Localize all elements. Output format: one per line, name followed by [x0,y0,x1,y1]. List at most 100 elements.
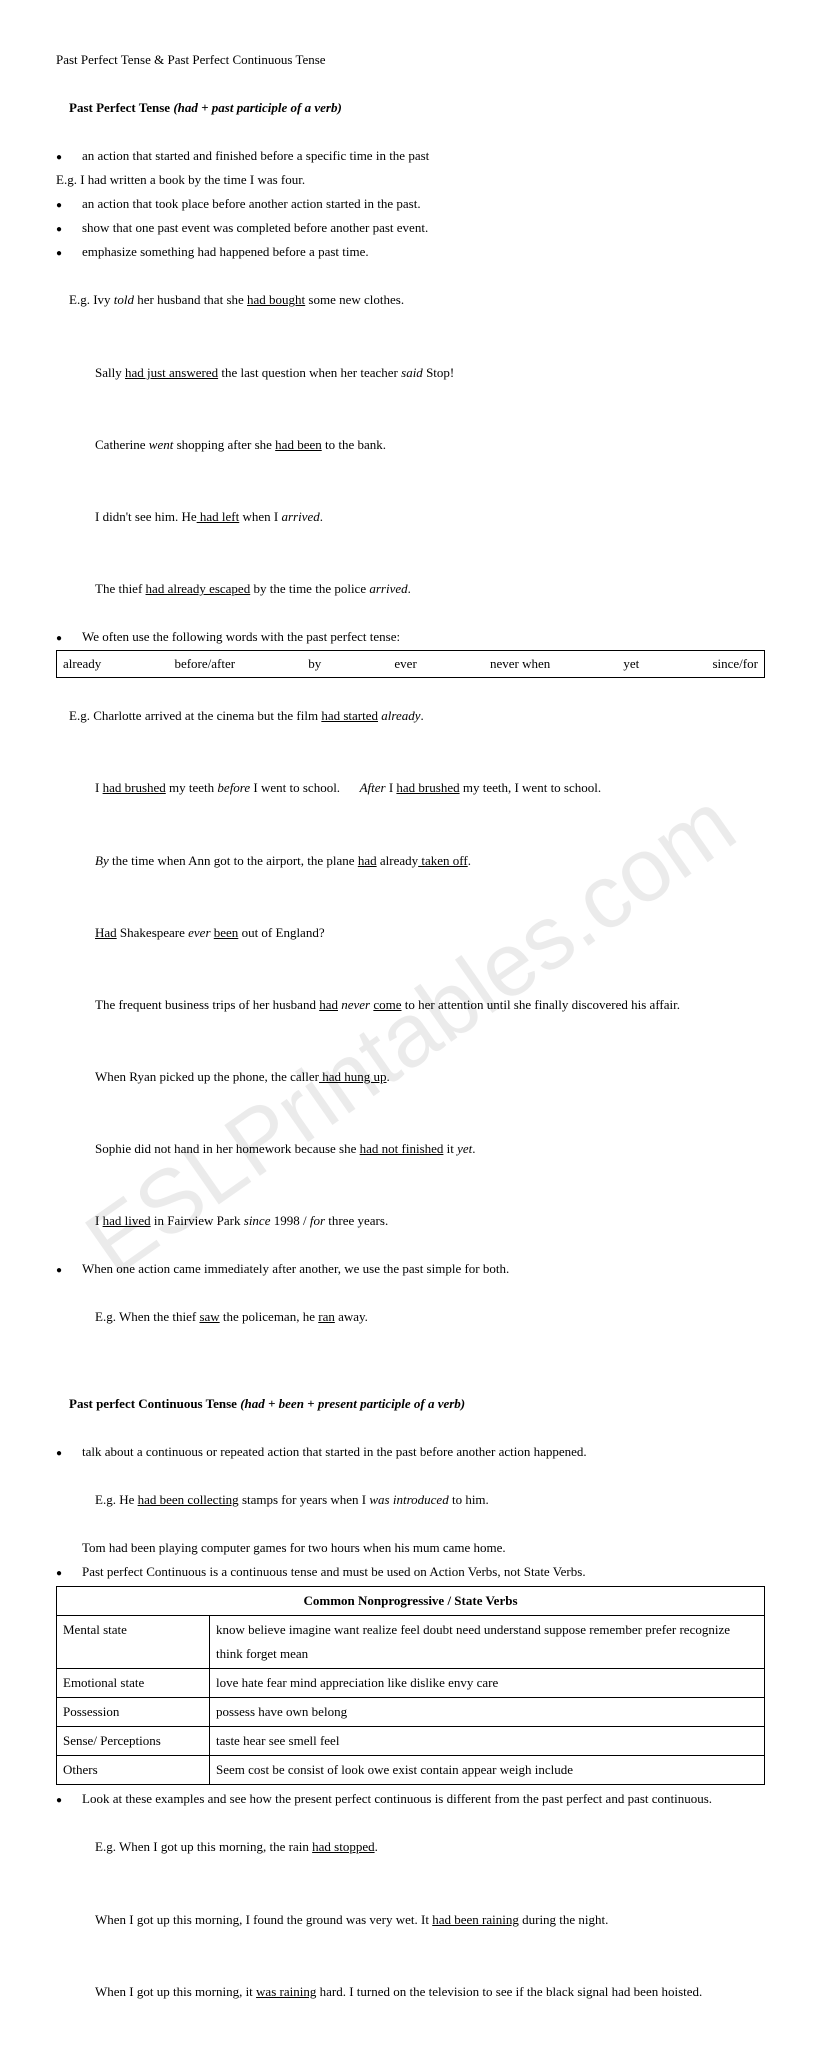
t: E.g. Charlotte arrived at the cinema but… [69,708,321,723]
t: 1998 / [270,1213,309,1228]
t: E.g. When I got up this morning, the rai… [95,1839,312,1854]
t: was introduced [369,1492,448,1507]
t: arrived [281,509,319,524]
bullet-icon [56,148,62,163]
example-text: Tom had been playing computer games for … [56,1536,765,1560]
example-text: I had lived in Fairview Park since 1998 … [56,1185,765,1257]
bullet-text: Look at these examples and see how the p… [82,1787,765,1811]
t: to the bank. [322,437,386,452]
example-text: E.g. When the thief saw the policeman, h… [56,1281,765,1353]
t: When I got up this morning, I found the … [95,1912,432,1927]
table-row: Sense/ Perceptionstaste hear see smell f… [57,1727,765,1756]
t: I didn't see him. He [95,509,197,524]
bullet-icon [56,244,62,259]
t: arrived [369,581,407,596]
bullet-icon [56,220,62,235]
t: E.g. Ivy [69,292,114,307]
t: away. [335,1309,368,1324]
t: said [401,365,423,380]
document-page: Past Perfect Tense & Past Perfect Contin… [0,0,821,2068]
t: before [217,780,250,795]
t: had just answered [125,365,218,380]
t: when I [239,509,281,524]
example-text: E.g. Ivy told her husband that she had b… [56,264,765,336]
word: before/after [174,652,235,676]
t: yet [457,1141,472,1156]
cell-key: Sense/ Perceptions [57,1727,210,1756]
t: since [244,1213,271,1228]
t: . [468,853,471,868]
word: never when [490,652,550,676]
t: The frequent business trips of her husba… [95,997,319,1012]
t: the time when Ann got to the airport, th… [109,853,358,868]
example-text: By the time when Ann got to the airport,… [56,825,765,897]
bullet-text: We often use the following words with th… [82,625,765,649]
example-text: E.g. When I got up this morning, the rai… [56,1811,765,1883]
word: yet [623,652,639,676]
t: for [310,1213,325,1228]
t: went [149,437,174,452]
t: already [381,708,420,723]
t: had started [321,708,378,723]
table-row: Possessionpossess have own belong [57,1698,765,1727]
t: The thief [95,581,146,596]
t: had hung up [319,1069,387,1084]
section1-heading-bold: Past Perfect Tense [69,100,170,115]
t: three years. [325,1213,388,1228]
t: had [358,853,377,868]
example-text: E.g. He had been collecting stamps for y… [56,1464,765,1536]
t: during the night. [519,1912,609,1927]
t: . [387,1069,390,1084]
bullet-icon [56,1261,62,1276]
word: by [308,652,321,676]
bullet-icon [56,196,62,211]
t: it [443,1141,457,1156]
bullet-text: talk about a continuous or repeated acti… [82,1440,765,1464]
example-text: E.g. I had written a book by the time I … [56,168,765,192]
example-text: Had Shakespeare ever been out of England… [56,897,765,969]
t: ever [188,925,210,940]
t: shopping after she [173,437,275,452]
t: . [472,1141,475,1156]
t: Stop! [423,365,454,380]
example-text: The thief had already escaped by the tim… [56,553,765,625]
word: since/for [712,652,757,676]
bullet-icon [56,1791,62,1806]
bullet-icon [56,1444,62,1459]
t: by the time the police [250,581,369,596]
t: had been [275,437,322,452]
t: When I got up this morning, it [95,1984,256,1999]
t: been [214,925,239,940]
t: stamps for years when I [239,1492,370,1507]
t: I went to school. [250,780,359,795]
example-text: When I got up this morning, I found the … [56,1883,765,1955]
state-verbs-table: Common Nonprogressive / State Verbs Ment… [56,1586,765,1785]
bullet-text: Past perfect Continuous is a continuous … [82,1560,765,1584]
cell-key: Mental state [57,1616,210,1669]
section2-heading-formula: (had + been + present participle of a ve… [237,1396,465,1411]
section2-heading: Past perfect Continuous Tense (had + bee… [56,1368,765,1440]
t: had left [197,509,240,524]
word: ever [394,652,416,676]
t: had been raining [432,1912,519,1927]
cell-key: Emotional state [57,1669,210,1698]
t: ran [318,1309,335,1324]
t: her husband that she [134,292,247,307]
t: hard. I turned on the television to see … [316,1984,702,1999]
bullet-text: When one action came immediately after a… [82,1257,765,1281]
cell-key: Others [57,1756,210,1785]
t: was raining [256,1984,316,1999]
t: Shakespeare [117,925,188,940]
t: Sophie did not hand in her homework beca… [95,1141,360,1156]
table-row: Mental stateknow believe imagine want re… [57,1616,765,1669]
example-text: Catherine went shopping after she had be… [56,409,765,481]
t: saw [199,1309,219,1324]
table-row: Emotional statelove hate fear mind appre… [57,1669,765,1698]
t: E.g. When the thief [95,1309,199,1324]
t: I [95,1213,103,1228]
t: I [95,780,103,795]
t: in Fairview Park [151,1213,244,1228]
section1-heading-formula: (had + past participle of a verb) [170,100,342,115]
t: Had [95,925,117,940]
t: . [408,581,411,596]
